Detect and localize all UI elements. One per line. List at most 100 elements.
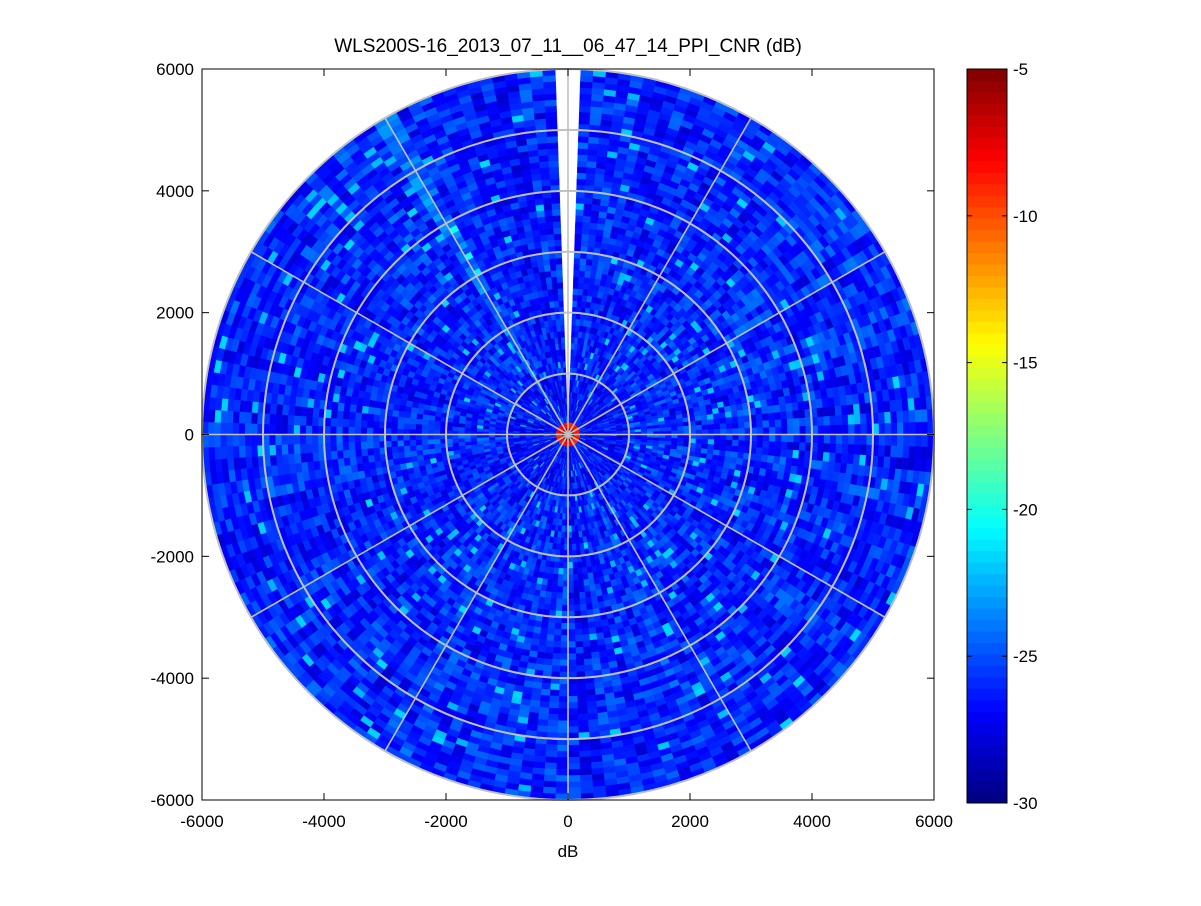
cnr-cell — [707, 414, 714, 420]
cnr-cell — [903, 435, 909, 447]
cnr-cell — [848, 425, 854, 435]
cnr-cell — [574, 270, 580, 276]
cnr-cell — [575, 234, 582, 240]
cnr-cell — [855, 424, 861, 434]
cnr-cell — [720, 440, 726, 446]
cnr-cell — [769, 435, 775, 442]
chart-title: WLS200S-16_2013_07_11__06_47_14_PPI_CNR … — [334, 36, 802, 57]
cnr-cell — [576, 203, 584, 210]
cnr-cell — [847, 454, 854, 464]
cnr-cell — [576, 215, 584, 222]
cnr-cell — [779, 404, 786, 412]
cnr-cell — [891, 435, 897, 447]
cnr-cell — [897, 423, 903, 435]
cnr-cell — [720, 424, 726, 430]
cnr-cell — [890, 457, 897, 469]
cnr-cell — [830, 416, 837, 426]
cnr-cell — [677, 422, 683, 427]
cnr-cell — [767, 456, 774, 464]
cnr-cell — [579, 106, 591, 113]
cnr-cell — [726, 423, 732, 429]
cnr-cell — [781, 442, 788, 450]
cnr-cell — [592, 198, 601, 205]
cnr-cell — [583, 216, 591, 223]
cnr-cell — [817, 408, 824, 417]
cnr-cell — [732, 417, 739, 423]
cnr-cell — [780, 412, 787, 420]
cnr-cell — [787, 442, 794, 450]
cnr-cell — [726, 440, 732, 446]
cnr-cell — [848, 415, 855, 425]
cnr-cell — [757, 421, 764, 428]
cnr-cell — [835, 406, 842, 416]
cnr-cell — [579, 112, 591, 119]
cnr-cell — [731, 411, 738, 418]
cnr-cell — [861, 424, 867, 434]
cnr-cell — [915, 410, 922, 423]
cnr-cell — [775, 442, 782, 450]
cnr-cell — [756, 414, 763, 421]
cnr-cell — [591, 210, 599, 217]
cnr-cell — [853, 404, 860, 415]
cnr-cell — [798, 401, 805, 410]
cnr-cell — [702, 439, 708, 444]
cnr-cell — [775, 420, 782, 428]
cnr-cell — [571, 331, 575, 337]
cnr-cell — [896, 400, 903, 412]
cnr-cell — [836, 435, 842, 445]
cnr-cell — [578, 136, 589, 143]
cnr-cell — [897, 446, 904, 458]
cnr-cell — [730, 405, 737, 412]
cnr-cell — [756, 448, 763, 455]
cnr-cell — [788, 427, 794, 435]
cnr-cell — [799, 451, 806, 460]
cnr-cell — [787, 419, 794, 427]
cnr-cell — [799, 443, 806, 452]
cnr-cell — [586, 173, 596, 180]
cnr-cell — [896, 457, 903, 469]
cnr-cell — [793, 442, 800, 450]
cnr-cell — [719, 450, 726, 456]
cnr-cell — [695, 443, 702, 448]
cnr-cell — [799, 418, 806, 427]
cnr-cell — [659, 424, 665, 428]
cnr-cell — [799, 410, 806, 419]
cnr-cell — [695, 416, 702, 421]
cnr-cell — [884, 446, 891, 457]
cnr-cell — [774, 449, 781, 457]
cnr-cell — [830, 435, 836, 444]
cnr-cell — [738, 422, 744, 428]
cnr-cell — [573, 276, 579, 282]
cnr-cell — [885, 423, 891, 434]
cnr-cell — [854, 445, 861, 455]
cnr-cell — [835, 453, 842, 463]
cnr-cell — [817, 452, 824, 461]
cnr-cell — [732, 446, 739, 452]
cnr-cell — [594, 242, 602, 249]
cnr-cell — [720, 429, 726, 435]
cnr-cell — [824, 416, 831, 425]
cnr-cell — [577, 161, 587, 168]
cnr-cell — [573, 288, 578, 294]
cnr-cell — [582, 234, 589, 241]
cnr-cell — [586, 259, 593, 266]
cnr-cell — [733, 435, 739, 441]
cnr-cell — [884, 457, 891, 469]
cnr-cell — [581, 240, 588, 247]
cnr-cell — [842, 415, 849, 425]
cnr-cell — [575, 240, 582, 246]
cnr-cell — [708, 419, 715, 425]
cnr-cell — [702, 420, 709, 425]
cnr-cell — [708, 444, 715, 450]
cnr-cell — [580, 100, 592, 107]
cnr-cell — [909, 410, 916, 422]
cnr-cell — [897, 435, 903, 447]
cnr-cell — [915, 447, 922, 460]
cnr-cell — [580, 88, 592, 95]
cnr-cell — [576, 209, 584, 216]
cnr-cell — [579, 277, 585, 284]
cnr-cell — [841, 454, 848, 464]
cnr-cell — [841, 405, 848, 415]
cnr-cell — [714, 424, 720, 430]
cnr-cell — [762, 448, 769, 455]
